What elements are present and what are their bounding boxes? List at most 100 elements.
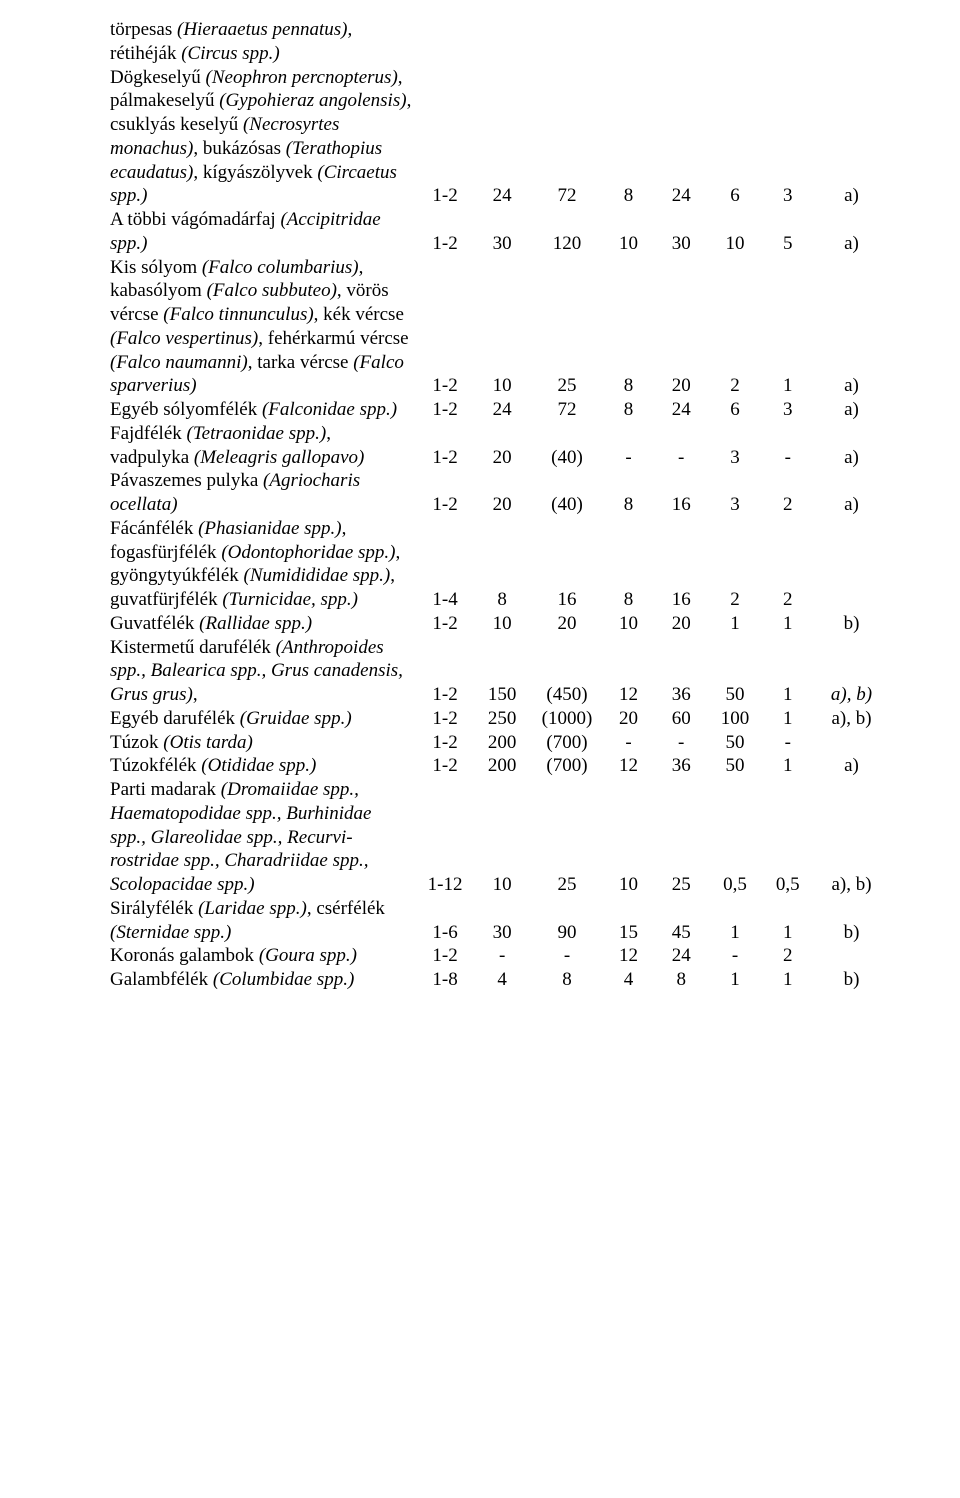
value-cell: - — [762, 731, 813, 755]
value-cell: 10 — [473, 612, 532, 636]
value-cell: 1 — [762, 968, 813, 992]
value-cell: 3 — [762, 18, 813, 208]
value-cell: 20 — [655, 256, 708, 399]
value-cell: 8 — [655, 968, 708, 992]
value-cell: 10 — [708, 208, 763, 256]
note-cell: b) — [813, 968, 890, 992]
value-cell: 5 — [762, 208, 813, 256]
value-cell: 15 — [602, 897, 655, 945]
value-cell: - — [655, 422, 708, 470]
value-cell: 1 — [708, 612, 763, 636]
value-cell: 200 — [473, 731, 532, 755]
document-page: törpesas (Hieraaetus pennatus), rétihéjá… — [0, 0, 960, 1022]
value-cell: 1-2 — [418, 469, 473, 517]
note-cell: a), b) — [813, 707, 890, 731]
value-cell: 1-4 — [418, 517, 473, 612]
species-label: Fajdfélék (Tetraonidae spp.), vadpulyka … — [110, 422, 418, 470]
value-cell: 3 — [708, 422, 763, 470]
table-row: Kistermetű darufélék (Anthropoides spp.,… — [110, 636, 890, 707]
table-row: Kis sólyom (Falco columbarius), kabasóly… — [110, 256, 890, 399]
value-cell: 0,5 — [762, 778, 813, 897]
value-cell: 10 — [473, 256, 532, 399]
value-cell: 1 — [762, 754, 813, 778]
value-cell: 12 — [602, 636, 655, 707]
value-cell: (700) — [532, 731, 602, 755]
table-row: Fácánfélék (Phasianidae spp.), fogasfürj… — [110, 517, 890, 612]
note-cell: a) — [813, 754, 890, 778]
note-cell — [813, 517, 890, 612]
table-row: Egyéb darufélék (Gruidae spp.)1-2250(100… — [110, 707, 890, 731]
value-cell: 3 — [708, 469, 763, 517]
value-cell: 4 — [473, 968, 532, 992]
species-label: Egyéb darufélék (Gruidae spp.) — [110, 707, 418, 731]
species-label: törpesas (Hieraaetus pennatus), rétihéjá… — [110, 18, 418, 208]
value-cell: 24 — [655, 398, 708, 422]
value-cell: 2 — [762, 469, 813, 517]
value-cell: 1-2 — [418, 707, 473, 731]
value-cell: 24 — [473, 398, 532, 422]
note-cell: a) — [813, 256, 890, 399]
note-cell — [813, 944, 890, 968]
note-cell: a), b) — [813, 636, 890, 707]
value-cell: 20 — [473, 422, 532, 470]
table-row: A többi vágómadárfaj (Accipitridae spp.)… — [110, 208, 890, 256]
value-cell: 24 — [473, 18, 532, 208]
value-cell: 6 — [708, 398, 763, 422]
value-cell: 16 — [532, 517, 602, 612]
value-cell: 1 — [762, 256, 813, 399]
value-cell: 0,5 — [708, 778, 763, 897]
table-row: Egyéb sólyomfélék (Falconidae spp.)1-224… — [110, 398, 890, 422]
value-cell: 30 — [655, 208, 708, 256]
note-cell: b) — [813, 897, 890, 945]
value-cell: 8 — [473, 517, 532, 612]
value-cell: 24 — [655, 18, 708, 208]
value-cell: 50 — [708, 754, 763, 778]
value-cell: 1 — [762, 897, 813, 945]
note-cell: b) — [813, 612, 890, 636]
note-cell: a) — [813, 422, 890, 470]
species-label: Túzokfélék (Otididae spp.) — [110, 754, 418, 778]
value-cell: (450) — [532, 636, 602, 707]
value-cell: 1-2 — [418, 612, 473, 636]
table-row: Sirályfélék (Laridae spp.), csérfélék (S… — [110, 897, 890, 945]
value-cell: 10 — [602, 612, 655, 636]
value-cell: 24 — [655, 944, 708, 968]
species-label: Pávaszemes pulyka (Agriocharis ocellata) — [110, 469, 418, 517]
value-cell: 20 — [602, 707, 655, 731]
value-cell: 20 — [655, 612, 708, 636]
species-label: Parti madarak (Dromaiidae spp., Haematop… — [110, 778, 418, 897]
note-cell: a) — [813, 398, 890, 422]
note-cell — [813, 731, 890, 755]
value-cell: 1-2 — [418, 208, 473, 256]
value-cell: 1-2 — [418, 944, 473, 968]
value-cell: 36 — [655, 636, 708, 707]
value-cell: - — [655, 731, 708, 755]
value-cell: 36 — [655, 754, 708, 778]
table-row: Túzokfélék (Otididae spp.)1-2200(700)123… — [110, 754, 890, 778]
value-cell: (40) — [532, 422, 602, 470]
value-cell: 72 — [532, 398, 602, 422]
value-cell: 120 — [532, 208, 602, 256]
value-cell: 10 — [602, 208, 655, 256]
value-cell: 8 — [602, 18, 655, 208]
value-cell: 2 — [762, 944, 813, 968]
value-cell: 10 — [602, 778, 655, 897]
table-row: Koronás galambok (Goura spp.)1-2--1224-2 — [110, 944, 890, 968]
value-cell: - — [602, 422, 655, 470]
note-cell: a), b) — [813, 778, 890, 897]
value-cell: 1-8 — [418, 968, 473, 992]
species-label: Guvatfélék (Rallidae spp.) — [110, 612, 418, 636]
table-row: Galambfélék (Columbidae spp.)1-8484811b) — [110, 968, 890, 992]
value-cell: 1 — [708, 968, 763, 992]
value-cell: 1-12 — [418, 778, 473, 897]
table-row: törpesas (Hieraaetus pennatus), rétihéjá… — [110, 18, 890, 208]
value-cell: 2 — [708, 517, 763, 612]
value-cell: 8 — [602, 469, 655, 517]
value-cell: 25 — [655, 778, 708, 897]
value-cell: (40) — [532, 469, 602, 517]
value-cell: 16 — [655, 517, 708, 612]
value-cell: 25 — [532, 256, 602, 399]
value-cell: 30 — [473, 208, 532, 256]
value-cell: - — [762, 422, 813, 470]
value-cell: 1-2 — [418, 754, 473, 778]
